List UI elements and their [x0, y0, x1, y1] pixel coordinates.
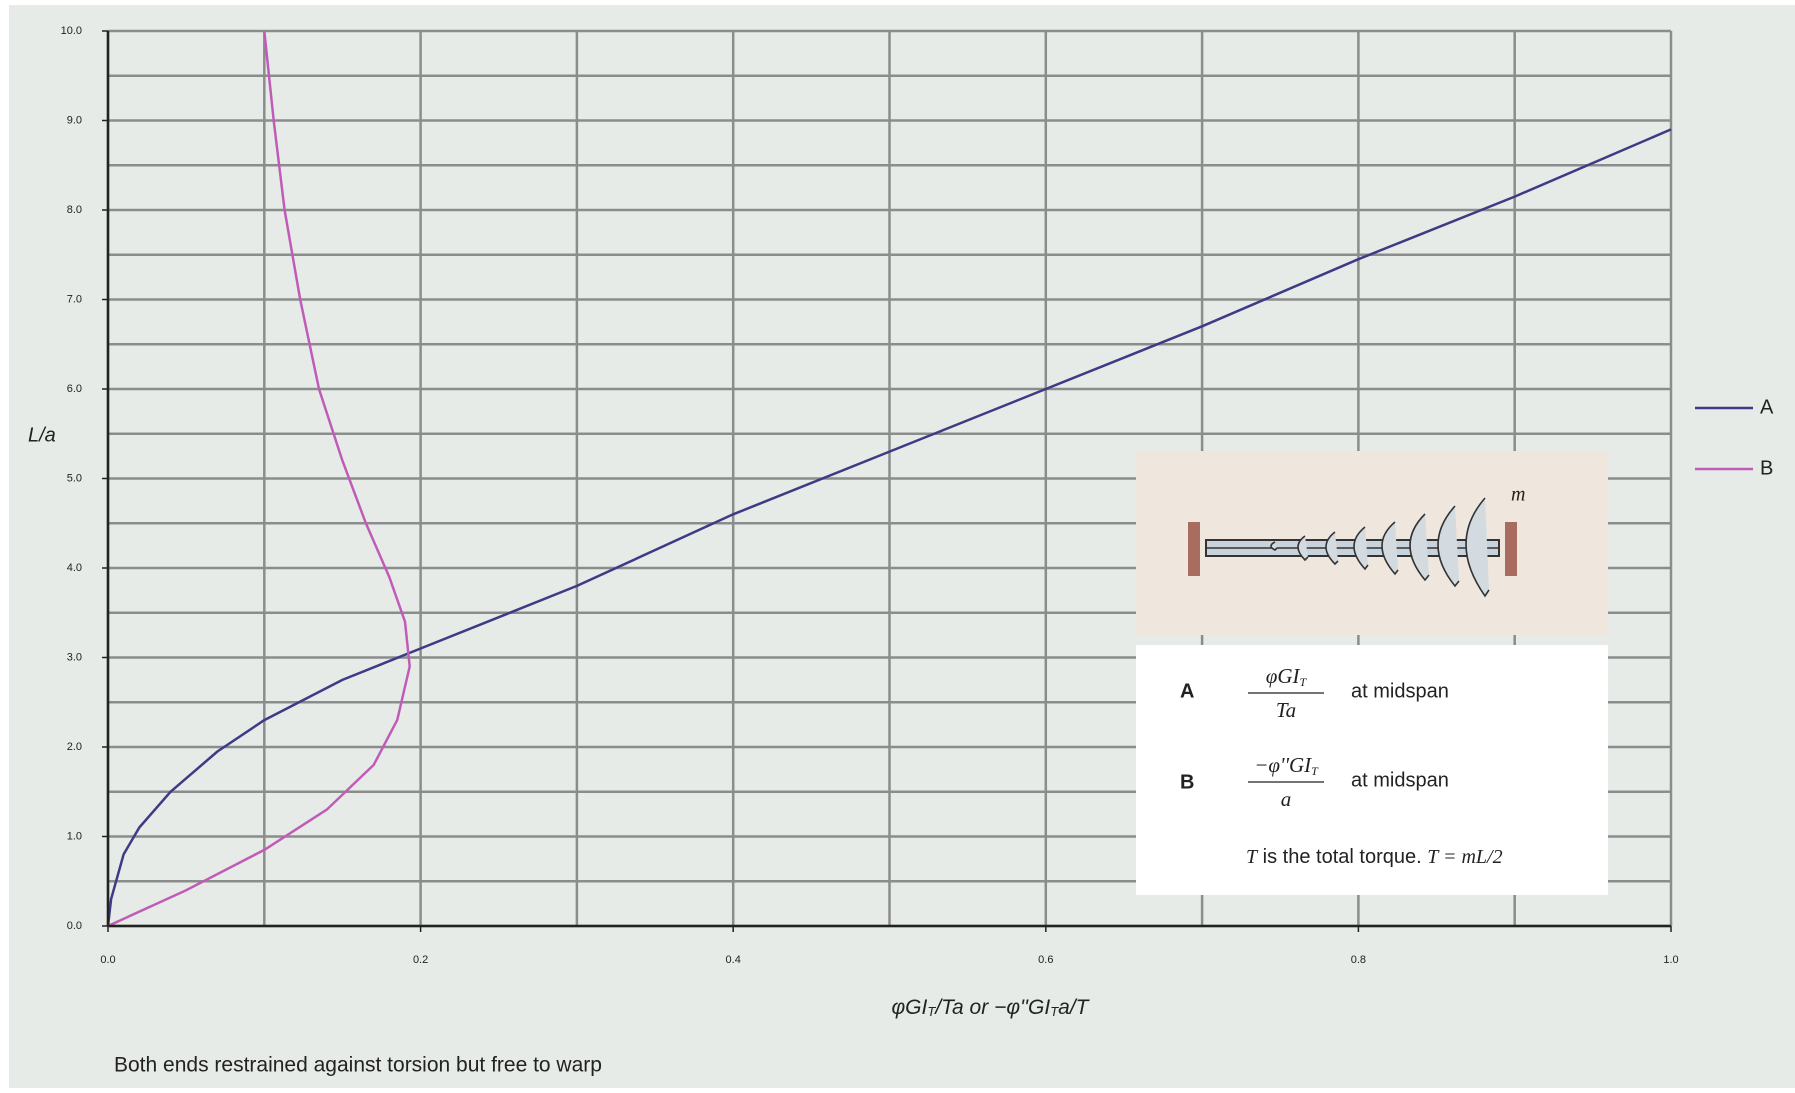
y-tick-label: 4.0: [67, 562, 82, 574]
y-tick-label: 1.0: [67, 830, 82, 842]
x-axis-label-part: φGI: [891, 996, 927, 1019]
formula-note: at midspan: [1351, 769, 1449, 791]
footnote-eq: T = mL/2: [1427, 846, 1502, 868]
support: [1505, 522, 1517, 576]
x-axis-label-sub: T: [927, 1004, 936, 1019]
y-tick-label: 7.0: [67, 293, 82, 305]
diagram-label: m: [1511, 484, 1525, 506]
x-axis-label: φGIT/Ta or −φ''GITa/T: [891, 996, 1090, 1020]
x-axis-label-sub: T: [1050, 1004, 1059, 1019]
y-tick-label: 0.0: [67, 920, 82, 932]
x-tick-label: 0.4: [726, 954, 741, 966]
x-axis-label-part: a/T: [1058, 996, 1091, 1019]
beam-diagram: [1188, 497, 1517, 598]
formula-denominator: a: [1281, 787, 1292, 811]
inset-row-label: A: [1180, 680, 1194, 702]
formula-numerator: φGIT: [1266, 664, 1308, 689]
formula-numerator-sub: T: [1300, 675, 1308, 689]
support: [1188, 522, 1200, 576]
legend: AB: [1695, 396, 1774, 479]
caption: Both ends restrained against torsion but…: [114, 1054, 602, 1077]
lines: [106, 30, 1672, 928]
y-tick-label: 3.0: [67, 651, 82, 663]
formula-numerator-main: −φ''GI: [1254, 753, 1312, 777]
y-axis-label: L/a: [28, 424, 56, 446]
x-tick-label: 0.2: [413, 954, 428, 966]
formula-denominator: Ta: [1276, 698, 1296, 722]
y-tick-label: 10.0: [61, 25, 82, 37]
x-tick-label: 0.0: [100, 954, 115, 966]
footnote: T is the total torque. T = mL/2: [1246, 846, 1503, 869]
y-tick-label: 5.0: [67, 472, 82, 484]
formula-note: at midspan: [1351, 680, 1449, 702]
inset-legend-bg: [1136, 645, 1608, 895]
x-axis-label-part: /Ta or −φ''GI: [933, 996, 1050, 1019]
y-tick-label: 8.0: [67, 204, 82, 216]
formula-numerator-sub: T: [1311, 764, 1319, 778]
y-tick-label: 6.0: [67, 383, 82, 395]
footnote-text: is the total torque.: [1257, 846, 1427, 868]
formula-numerator: −φ''GIT: [1254, 753, 1319, 778]
legend-label: B: [1760, 457, 1773, 479]
series-line: [107, 30, 411, 928]
axes: 0.0 0.2 0.4 0.6 0.8 1.0 0.0 1.0 2.0 3.0 4.0 5.0 6.0 7…: [61, 25, 1679, 966]
torque-arrows: [1270, 497, 1490, 598]
y-tick-label: 2.0: [67, 741, 82, 753]
legend-label: A: [1760, 396, 1774, 418]
y-tick-label: 9.0: [67, 114, 82, 126]
formula-numerator-main: φGI: [1266, 664, 1301, 688]
x-tick-label: 0.8: [1351, 954, 1366, 966]
series-line: [106, 128, 1672, 927]
x-tick-label: 1.0: [1663, 954, 1678, 966]
inset-row-label: B: [1180, 771, 1194, 793]
x-tick-label: 0.6: [1038, 954, 1053, 966]
footnote-var: T: [1246, 846, 1259, 868]
